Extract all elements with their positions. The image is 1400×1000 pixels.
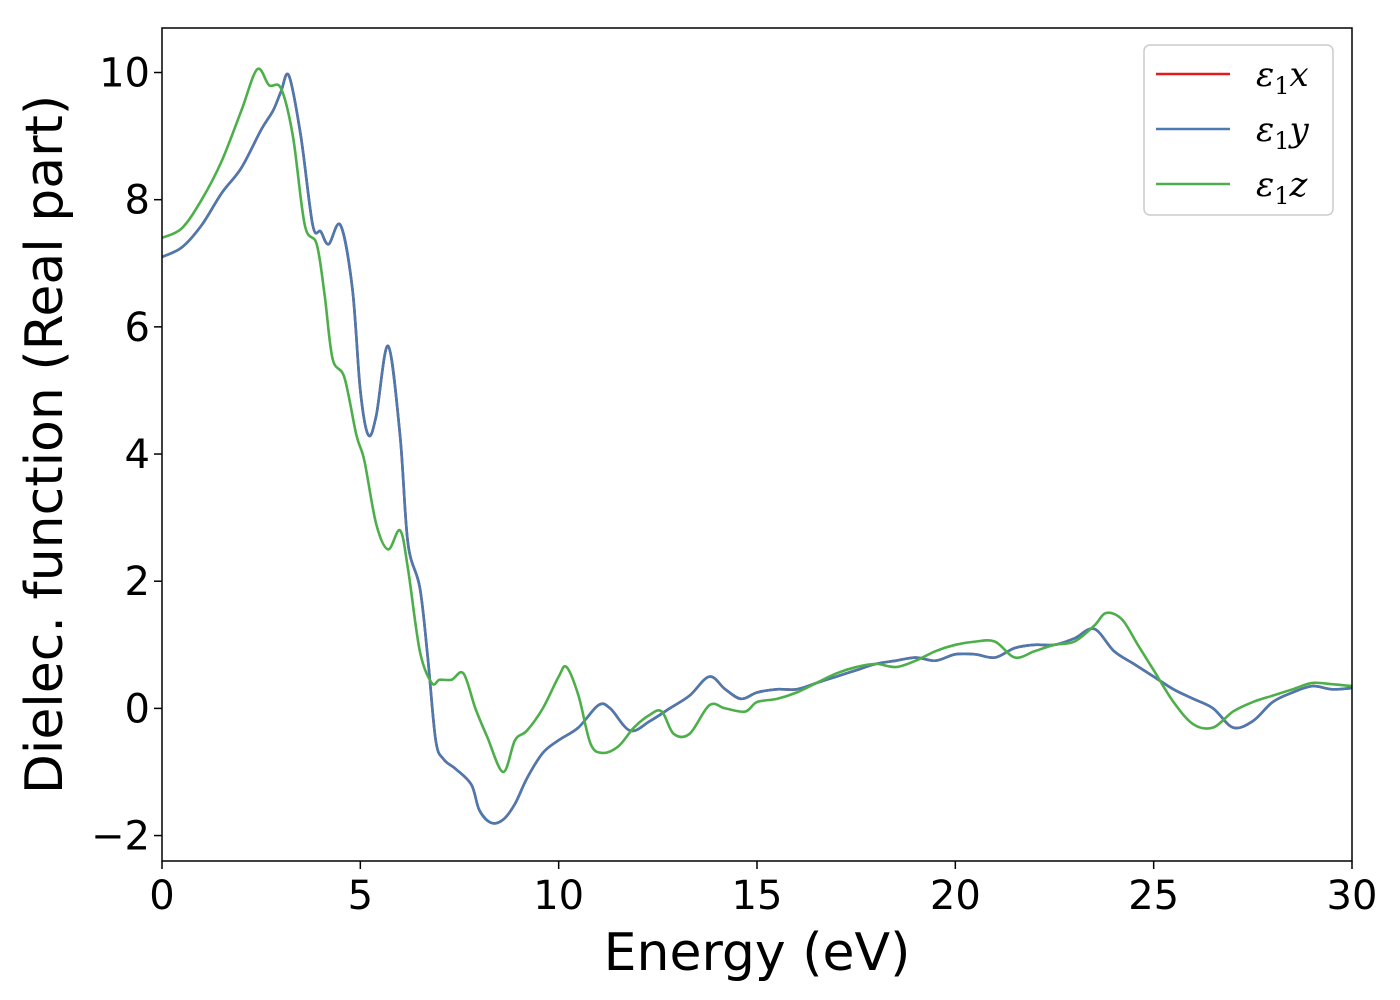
x-tick-label: 20 xyxy=(930,873,981,919)
y-tick-label: −2 xyxy=(91,814,150,860)
legend-label-y: ε1y xyxy=(1256,110,1310,155)
legend: ε1x ε1y ε1z xyxy=(1143,44,1334,216)
series-line-z xyxy=(161,67,1353,774)
series-line-y xyxy=(161,72,1353,825)
legend-label-z: ε1z xyxy=(1256,165,1309,210)
ticks-layer: 0 5 10 15 20 25 30 −2 0 2 4 6 8 10 xyxy=(91,51,1377,919)
x-tick-label: 25 xyxy=(1128,873,1179,919)
x-tick-label: 10 xyxy=(533,873,584,919)
y-tick-label: 4 xyxy=(125,432,150,478)
legend-label-x: ε1x xyxy=(1256,55,1309,100)
y-tick-label: 10 xyxy=(99,51,150,97)
legend-box xyxy=(1143,44,1334,216)
y-tick-label: 6 xyxy=(125,305,150,351)
y-tick-label: 2 xyxy=(125,559,150,605)
x-tick-label: 30 xyxy=(1327,873,1378,919)
x-axis-title: Energy (eV) xyxy=(604,923,911,983)
x-tick-label: 5 xyxy=(348,873,373,919)
series-layer xyxy=(161,67,1353,825)
y-tick-label: 0 xyxy=(125,686,150,732)
x-tick-label: 0 xyxy=(149,873,174,919)
x-tick-label: 15 xyxy=(732,873,783,919)
y-tick-label: 8 xyxy=(125,178,150,224)
y-axis-title: Dielec. function (Real part) xyxy=(15,95,75,794)
